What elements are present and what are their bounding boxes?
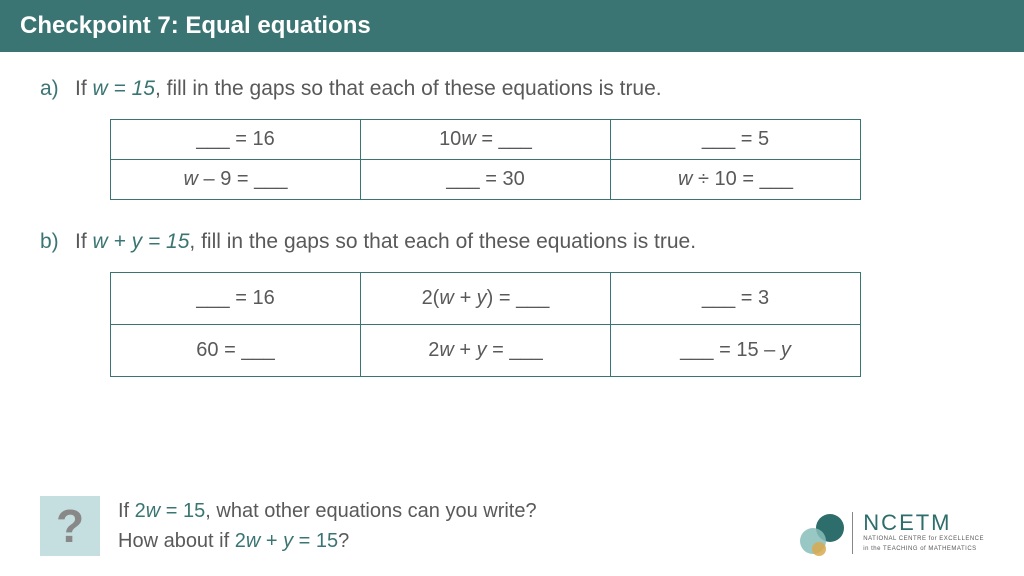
footer-text: If 2w = 15, what other equations can you… (118, 496, 537, 556)
footer: ? If 2w = 15, what other equations can y… (40, 496, 984, 556)
page-header: Checkpoint 7: Equal equations (0, 0, 1024, 52)
content: a) If w = 15, fill in the gaps so that e… (0, 52, 1024, 377)
footer-line-2: How about if 2w + y = 15? (118, 526, 537, 556)
ncetm-logo: NCETM NATIONAL CENTRE for EXCELLENCE in … (798, 510, 984, 556)
cell-b-0-2: ___ = 3 (611, 273, 861, 325)
cell-a-0-2: ___ = 5 (611, 120, 861, 160)
question-a: a) If w = 15, fill in the gaps so that e… (40, 77, 984, 200)
cell-b-0-0: ___ = 16 (111, 273, 361, 325)
logo-text: NCETM NATIONAL CENTRE for EXCELLENCE in … (852, 512, 984, 554)
cell-a-1-0: w – 9 = ___ (111, 160, 361, 200)
cell-a-0-1: 10w = ___ (361, 120, 611, 160)
cell-b-1-1: 2w + y = ___ (361, 325, 611, 377)
cell-a-1-2: w ÷ 10 = ___ (611, 160, 861, 200)
cell-a-1-1: ___ = 30 (361, 160, 611, 200)
table-b: ___ = 16 2(w + y) = ___ ___ = 3 60 = ___… (110, 272, 861, 377)
question-b: b) If w + y = 15, fill in the gaps so th… (40, 230, 984, 377)
question-b-text: If w + y = 15, fill in the gaps so that … (75, 230, 696, 254)
question-mark-icon: ? (40, 496, 100, 556)
question-b-label: b) (40, 230, 75, 254)
question-a-label: a) (40, 77, 75, 101)
question-a-text: If w = 15, fill in the gaps so that each… (75, 77, 662, 101)
condition-a: w = 15 (93, 77, 155, 100)
condition-b: w + y = 15 (93, 230, 190, 253)
cell-b-0-1: 2(w + y) = ___ (361, 273, 611, 325)
footer-line-1: If 2w = 15, what other equations can you… (118, 496, 537, 526)
footer-cond-1: 2w = 15 (135, 500, 206, 522)
table-a: ___ = 16 10w = ___ ___ = 5 w – 9 = ___ _… (110, 119, 861, 200)
header-title: Checkpoint 7: Equal equations (20, 12, 371, 39)
cell-b-1-0: 60 = ___ (111, 325, 361, 377)
cell-b-1-2: ___ = 15 – y (611, 325, 861, 377)
footer-cond-2: 2w + y = 15 (235, 530, 338, 552)
cell-a-0-0: ___ = 16 (111, 120, 361, 160)
logo-mark-icon (798, 510, 844, 556)
